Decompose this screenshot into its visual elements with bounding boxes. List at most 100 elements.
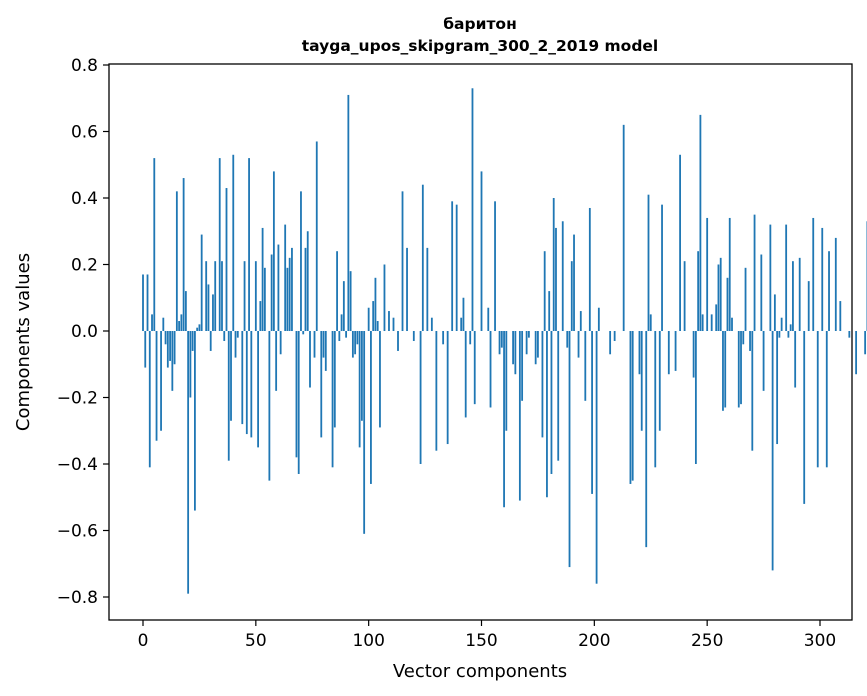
x-tick-label: 0 <box>138 631 149 651</box>
bar-146 <box>471 88 474 331</box>
bar-139 <box>455 204 458 331</box>
bar-85 <box>333 331 336 428</box>
bar-14 <box>173 331 176 365</box>
bar-202 <box>597 307 600 331</box>
bar-216 <box>629 331 632 484</box>
bar-274 <box>760 254 763 331</box>
bar-238 <box>679 154 681 331</box>
bar-72 <box>304 247 307 332</box>
bar-26 <box>200 234 203 331</box>
bar-282 <box>778 331 781 338</box>
bar-281 <box>776 331 779 445</box>
bar-299 <box>816 331 819 468</box>
bar-105 <box>379 331 381 428</box>
bar-159 <box>500 331 503 348</box>
bar-53 <box>261 227 264 331</box>
bar-171 <box>527 331 530 338</box>
bar-179 <box>546 331 548 498</box>
bar-247 <box>699 114 702 332</box>
bar-100 <box>367 307 370 331</box>
bar-245 <box>694 331 697 464</box>
bar-240 <box>683 261 686 331</box>
bar-77 <box>315 141 318 331</box>
bar-193 <box>577 331 580 358</box>
bar-17 <box>180 314 183 332</box>
bar-126 <box>426 247 429 332</box>
bar-189 <box>568 331 571 568</box>
bar-265 <box>740 331 742 405</box>
bar-165 <box>514 331 517 375</box>
bar-56 <box>268 331 271 481</box>
bar-52 <box>259 301 262 331</box>
bar-227 <box>654 331 657 468</box>
bar-256 <box>719 257 722 331</box>
bar-133 <box>442 331 445 345</box>
x-axis-label: Vector components <box>393 661 567 682</box>
bar-301 <box>821 227 824 331</box>
bar-76 <box>313 331 316 358</box>
bar-141 <box>460 317 463 331</box>
bar-261 <box>731 317 733 331</box>
y-tick-label: 0.8 <box>71 56 98 76</box>
bar-46 <box>245 331 248 435</box>
bar-291 <box>798 257 801 331</box>
bar-229 <box>658 331 661 431</box>
bar-40 <box>232 154 235 331</box>
bar-9 <box>162 317 165 331</box>
y-tick-label: −0.8 <box>57 588 98 608</box>
bar-283 <box>780 317 783 331</box>
bar-109 <box>388 311 390 331</box>
bar-88 <box>340 314 343 332</box>
bar-58 <box>272 171 275 331</box>
bar-96 <box>358 331 361 448</box>
x-tick-label: 250 <box>691 631 723 651</box>
bar-161 <box>505 331 508 431</box>
bar-145 <box>469 331 472 345</box>
bar-80 <box>322 331 325 358</box>
bar-154 <box>489 331 492 408</box>
bar-297 <box>812 217 815 331</box>
bar-156 <box>494 201 496 331</box>
bar-6 <box>155 331 158 441</box>
bar-42 <box>236 331 239 338</box>
bar-5 <box>153 158 156 331</box>
bar-23 <box>194 331 196 511</box>
bar-24 <box>196 327 199 331</box>
bar-66 <box>291 247 293 332</box>
bar-153 <box>487 307 490 331</box>
bar-10 <box>164 331 167 345</box>
bar-158 <box>498 331 501 355</box>
bar-257 <box>722 331 724 411</box>
bar-194 <box>579 311 582 331</box>
y-axis-ticks: −0.8 −0.6 −0.4 −0.2 0.0 0.2 0.4 0.6 0.8 <box>57 56 109 608</box>
bar-0 <box>142 274 144 331</box>
bar-45 <box>243 261 246 331</box>
x-axis-ticks: 0 50 100 150 200 250 300 <box>138 620 836 651</box>
bar-170 <box>525 331 528 355</box>
bar-92 <box>349 271 352 331</box>
x-tick-label: 200 <box>578 631 610 651</box>
bar-124 <box>421 184 424 331</box>
bar-174 <box>534 331 537 365</box>
bar-295 <box>807 281 810 332</box>
bar-230 <box>661 204 663 331</box>
bar-38 <box>227 331 230 461</box>
bar-123 <box>419 331 422 464</box>
bar-260 <box>728 217 731 331</box>
bar-28 <box>205 261 208 331</box>
bar-160 <box>503 331 505 508</box>
bar-135 <box>446 331 449 445</box>
bar-255 <box>717 264 720 331</box>
bar-269 <box>749 331 751 351</box>
bar-13 <box>171 331 174 391</box>
bar-250 <box>706 217 709 331</box>
bar-20 <box>187 331 190 594</box>
bar-15 <box>175 191 178 331</box>
bar-47 <box>248 158 250 331</box>
bar-258 <box>724 331 727 408</box>
bar-73 <box>306 231 309 331</box>
chart-subtitle: tayga_upos_skipgram_300_2_2019 model <box>302 37 659 55</box>
bar-84 <box>331 331 334 468</box>
bar-94 <box>354 331 357 355</box>
bar-117 <box>406 247 408 332</box>
